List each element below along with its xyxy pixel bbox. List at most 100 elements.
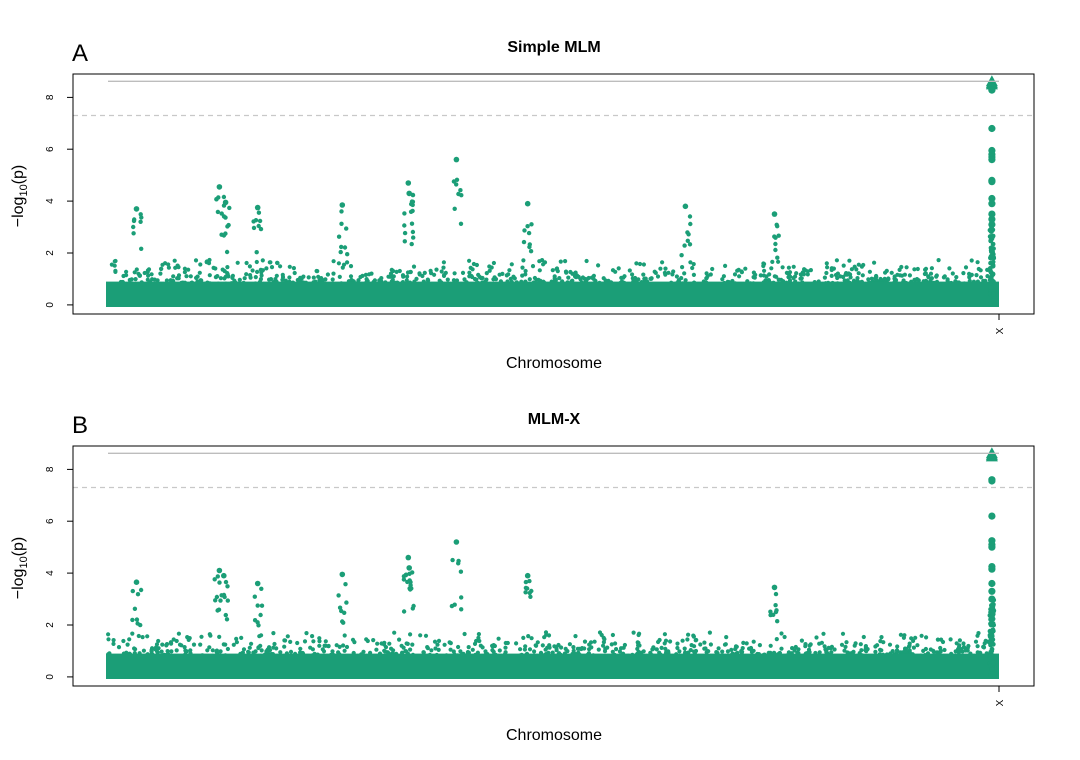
snp-point [791,275,796,281]
snp-point [274,273,279,278]
snp-point [291,266,296,271]
snp-point [841,263,846,268]
snp-point [345,260,350,265]
snp-point [253,275,258,280]
snp-point [663,266,668,271]
snp-point [934,274,939,279]
snp-point [204,260,209,265]
snp-point [963,265,969,270]
snp-point [907,273,913,278]
snp-point [641,272,646,277]
snp-point [414,276,419,281]
snp-point [704,275,709,281]
snp-point [774,274,779,279]
snp-point [337,274,342,279]
snp-point [527,277,532,282]
snp-point [244,260,249,266]
snp-point [523,268,528,274]
snp-point [929,266,935,271]
snp-point [824,270,829,276]
snp-point [220,267,225,272]
snp-point [859,264,865,269]
snp-point [422,270,427,275]
snp-point [247,264,252,269]
snp-point [776,259,781,264]
snp-point [523,272,528,277]
snp-point [786,265,792,270]
snp-point [184,274,189,279]
snp-point [158,271,163,276]
snp-point [530,264,536,269]
snp-point [532,275,538,281]
snp-point [172,258,177,263]
snp-point [961,271,966,276]
snp-point [780,265,785,270]
snp-point [336,261,341,266]
snp-point [476,272,481,277]
snp-point [808,268,814,273]
snp-point [769,266,774,271]
snp-point [641,262,647,267]
snp-point [242,276,247,281]
snp-point [112,259,117,264]
snp-point [743,266,748,271]
snp-point [462,277,467,282]
snp-point [244,272,249,277]
snp-point [306,275,311,280]
snp-point [563,269,569,274]
snp-point [969,258,974,263]
snp-point [363,272,368,277]
snp-point [441,260,446,265]
snp-point [207,273,212,278]
snp-point [834,258,840,263]
snp-point [280,272,285,277]
snp-point [847,258,852,263]
snp-point [188,274,193,279]
snp-point [753,272,758,277]
snp-point [225,265,230,270]
snp-point [250,268,255,273]
snp-point [610,268,616,273]
snp-point [460,270,466,275]
snp-point [441,265,446,270]
snp-point [737,274,742,279]
snp-point [348,264,354,269]
snp-point [674,274,680,279]
snp-point [568,269,573,275]
snp-point [417,271,422,276]
snp-point [866,277,871,282]
snp-point [842,278,847,283]
snp-point [470,274,475,280]
snp-point [616,266,621,271]
snp-point [573,270,578,275]
snp-point [630,272,635,277]
snp-point [848,275,853,280]
snp-point [566,275,571,280]
snp-point [348,274,354,279]
snp-point [936,258,941,263]
snp-point [912,267,917,272]
snp-point [173,265,178,270]
snp-point [798,276,803,281]
snp-point [248,273,253,278]
snp-point [278,264,283,269]
snp-point [584,258,589,264]
snp-point [723,263,728,268]
snp-point [558,259,563,264]
snp-point [520,265,525,270]
snp-point [113,269,118,274]
snp-point [159,266,164,272]
snp-point [829,273,834,278]
snp-point [550,268,555,273]
snp-point [926,275,931,280]
snp-point [404,278,409,283]
snp-point [596,263,601,268]
snp-point [688,260,693,265]
snp-point [928,271,934,276]
snp-point [235,260,240,265]
snp-point [434,267,439,272]
snp-point [405,274,410,279]
snp-point [500,271,505,276]
snp-point [507,268,512,273]
